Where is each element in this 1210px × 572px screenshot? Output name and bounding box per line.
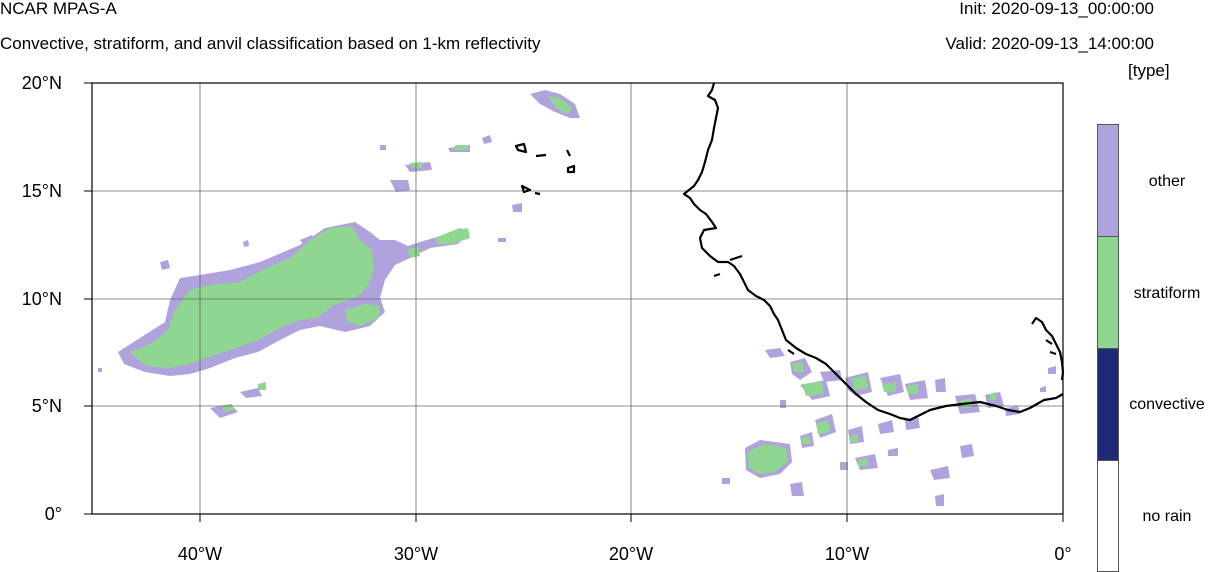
lat-label-10n: 10°N: [22, 289, 62, 309]
valid-time: Valid: 2020-09-13_14:00:00: [945, 34, 1154, 53]
legend-swatch-other: [1097, 124, 1119, 237]
legend-label-convective: convective: [1129, 396, 1205, 413]
plot-subtitle: Convective, stratiform, and anvil classi…: [0, 34, 541, 53]
lon-label-20w: 20°W: [609, 544, 653, 564]
lat-label-0: 0°: [45, 504, 62, 524]
init-time: Init: 2020-09-13_00:00:00: [959, 0, 1154, 18]
lon-labels: 40°W 30°W 20°W 10°W 0°: [178, 544, 1072, 564]
legend-swatch-convective: [1097, 348, 1119, 461]
lat-labels: 20°N 15°N 10°N 5°N 0°: [22, 73, 62, 524]
gridlines: [92, 83, 1063, 514]
lat-label-5n: 5°N: [32, 396, 62, 416]
lon-label-40w: 40°W: [178, 544, 222, 564]
axis-ticks: [84, 82, 1064, 522]
legend-label-other: other: [1148, 173, 1186, 190]
lat-label-20n: 20°N: [22, 73, 62, 93]
legend-label-no-rain: no rain: [1142, 508, 1192, 525]
legend-swatch-no-rain: [1097, 460, 1119, 572]
legend-swatch-stratiform: [1097, 236, 1119, 349]
stratiform-region-east: [748, 362, 996, 474]
lon-label-0: 0°: [1054, 544, 1071, 564]
legend-units: [type]: [1128, 61, 1170, 80]
lon-label-30w: 30°W: [394, 544, 438, 564]
coastlines: [514, 82, 1065, 422]
plot-title: NCAR MPAS-A: [0, 0, 117, 18]
legend-label-stratiform: stratiform: [1133, 285, 1201, 302]
other-region-east: [722, 348, 1056, 506]
lon-label-10w: 10°W: [825, 544, 869, 564]
precip-field: [98, 90, 1056, 506]
lat-label-15n: 15°N: [22, 181, 62, 201]
